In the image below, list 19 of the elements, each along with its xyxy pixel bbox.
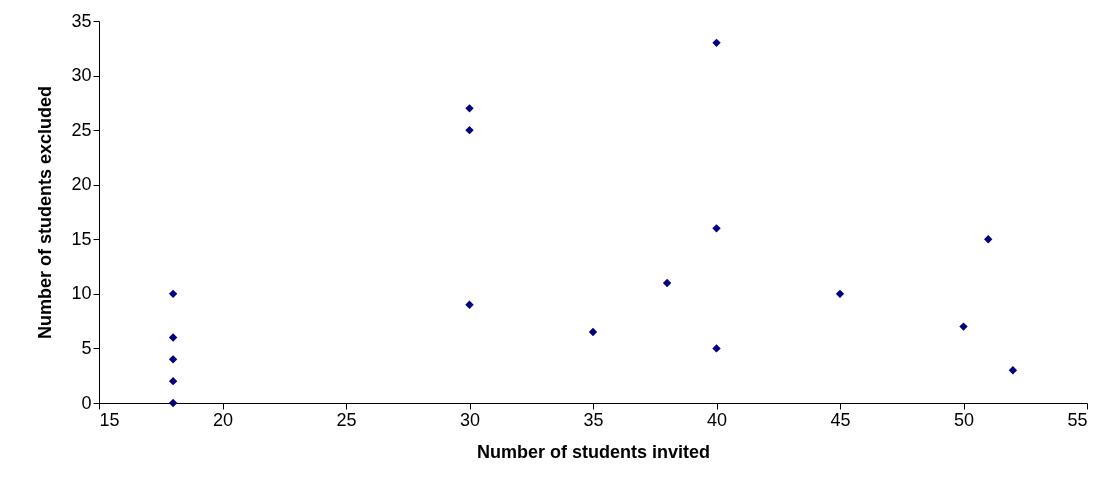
- y-tick-label: 5: [81, 337, 92, 358]
- x-tick-label: 20: [212, 409, 234, 430]
- y-tick-label: 25: [71, 119, 92, 140]
- x-tick-label: 45: [830, 409, 851, 430]
- y-tick-label: 35: [71, 10, 92, 31]
- x-tick-label: 40: [706, 409, 728, 430]
- x-tick-label: 30: [459, 409, 481, 430]
- y-tick-label: 15: [71, 228, 92, 249]
- y-tick-label: 0: [81, 392, 92, 413]
- y-tick-label: 10: [71, 283, 92, 304]
- y-tick-label: 30: [71, 65, 92, 86]
- y-axis-title: Number of students excluded: [35, 85, 56, 340]
- x-tick-label: 50: [953, 409, 975, 430]
- y-tick-label: 20: [71, 174, 92, 195]
- x-tick-label: 35: [583, 409, 604, 430]
- x-tick-label: 55: [1067, 409, 1088, 430]
- x-tick-label: 15: [99, 409, 120, 430]
- x-tick-label: 25: [336, 409, 357, 430]
- x-axis-title: Number of students invited: [476, 441, 711, 462]
